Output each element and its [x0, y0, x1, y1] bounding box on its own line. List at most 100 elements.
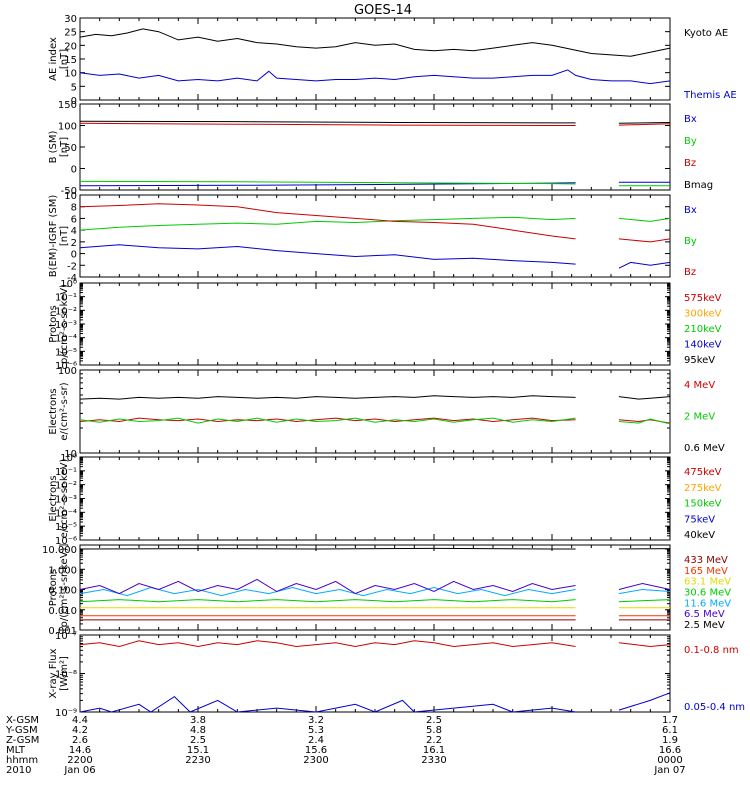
- panel-5: 10⁰ 10⁻¹ 10⁻² 10⁻³ 10⁻⁴ 10⁻⁵ 10⁻⁶ Electrons e/(c…: [48, 453, 722, 547]
- panel-frame: [79, 544, 671, 631]
- panel-frame: [79, 17, 671, 101]
- legend-entry: 150keV: [684, 499, 722, 510]
- series-line-5: [79, 578, 671, 595]
- series-line-2: [79, 122, 671, 126]
- x-row-value: 2.5: [426, 715, 442, 726]
- y-tick-label: 10⁻⁹: [55, 708, 77, 719]
- y-tick-label: 50: [64, 143, 77, 154]
- y-tick-label: 10.000: [42, 545, 77, 556]
- y-axis-label: AE index: [48, 37, 59, 81]
- panel-frame: [79, 282, 671, 366]
- legend-entry: 40keV: [684, 530, 715, 541]
- y-tick-label: 8: [71, 203, 77, 214]
- x-row-value: 3.8: [190, 715, 206, 726]
- y-axis-unit: [W/m²]: [59, 656, 70, 691]
- y-tick-label: 10⁻⁸: [55, 670, 77, 681]
- y-tick-label: 10⁻⁵: [55, 347, 77, 358]
- y-tick-label: 0: [71, 96, 77, 107]
- legend-entry: 75keV: [684, 514, 715, 525]
- y-tick-label: 10⁰: [60, 279, 77, 290]
- y-tick-label: 30: [64, 14, 77, 25]
- legend-entry: 30.6 MeV: [684, 588, 731, 599]
- x-row-value: 2200: [67, 755, 92, 766]
- y-tick-label: 10⁻⁷: [55, 631, 77, 642]
- legend-entry: 63.1 MeV: [684, 577, 731, 588]
- legend-entry: 95keV: [684, 355, 715, 366]
- x-row-label: 2010: [6, 765, 31, 776]
- y-tick-label: 10⁻²: [55, 306, 77, 317]
- legend-entry: Bz: [684, 267, 696, 278]
- series-line-6: [79, 547, 671, 550]
- x-row-label: Y-GSM: [5, 725, 38, 736]
- y-tick-label: 4: [71, 226, 77, 237]
- x-row-value: 15.1: [187, 745, 209, 756]
- y-axis-unit: e/(cm²-s-sr): [59, 382, 70, 440]
- y-axis-label: Electrons: [48, 388, 59, 434]
- legend-entry: 275keV: [684, 483, 722, 494]
- panel-7: 10⁻⁹ 10⁻⁸ 10⁻⁷ X-ray Flux [W/m²] 0.1-0.8 nm 0.…: [48, 631, 745, 719]
- series-line-1: [79, 180, 670, 187]
- panel-frame: [79, 456, 671, 541]
- legend-entry: 2 MeV: [684, 412, 715, 423]
- legend-entry: 4 MeV: [684, 380, 715, 391]
- legend-entry: Bx: [684, 114, 697, 125]
- y-tick-label: 15: [64, 55, 77, 66]
- series-line-2: [79, 395, 671, 400]
- x-row-value: 2.5: [190, 735, 206, 746]
- y-tick-label: 0.001: [48, 626, 77, 637]
- x-row-label: hhmm: [6, 755, 38, 766]
- y-tick-label: -4: [67, 273, 77, 284]
- x-row-value: Jan 06: [63, 765, 95, 776]
- legend-entry: 140keV: [684, 340, 722, 351]
- x-row-value: 14.6: [69, 745, 91, 756]
- y-tick-label: 10: [64, 449, 77, 460]
- y-tick-label: 0.100: [48, 586, 77, 597]
- panel-4: 10 100 Electrons e/(cm²-s-sr) 4 MeV 2 MeV 0.6 …: [48, 366, 725, 460]
- series-line-3: [79, 120, 671, 124]
- series-line-0: [79, 28, 671, 57]
- y-tick-label: 10⁰: [60, 453, 77, 464]
- legend-entry: Bx: [684, 205, 697, 216]
- x-row-value: 2330: [421, 755, 446, 766]
- x-row-label: X-GSM: [6, 715, 39, 726]
- y-tick-label: 0: [71, 250, 77, 261]
- series-line-1: [79, 417, 671, 425]
- y-axis-unit: e/(cm²-s-sr-keV): [59, 459, 70, 539]
- x-row-value: 3.2: [308, 715, 324, 726]
- series-line-1: [79, 692, 671, 713]
- panel-1: -50 0 50 100 150 B (SM) [nT] Bx By Bz Bmag: [48, 100, 713, 197]
- panel-6: 0.001 0.010 0.100 1.000 10.000 Protons [p/(cm²…: [42, 544, 731, 637]
- legend-entry: 0.6 MeV: [684, 443, 725, 454]
- x-row-value: 0000: [657, 755, 682, 766]
- y-tick-label: 10⁻⁴: [55, 334, 77, 345]
- y-axis-label: B (SM): [48, 130, 59, 163]
- y-axis-label: Protons: [48, 305, 59, 342]
- legend-entry: By: [684, 236, 697, 247]
- y-tick-label: 10⁻⁵: [55, 522, 77, 533]
- x-axis-table: X-GSM 4.4 3.8 3.2 2.5 1.7 Y-GSM 4.2 4.8 5.3 5.8 6.1…: [5, 715, 686, 776]
- series-line-3: [79, 599, 671, 603]
- panel-0: 0 5 10 15 20 25 30 AE index [nT] Kyoto AE Themis A…: [48, 14, 737, 107]
- y-tick-label: 25: [64, 28, 77, 39]
- panel-frame: [79, 103, 671, 191]
- y-axis-unit: [nT]: [59, 137, 70, 157]
- x-row-value: 2.2: [426, 735, 442, 746]
- y-axis-label: Protons: [48, 569, 59, 606]
- y-axis-unit: [p/(cm²-s-sr-keV)]: [59, 544, 70, 632]
- x-row-value: 6.1: [662, 725, 678, 736]
- y-tick-label: 10: [64, 191, 77, 202]
- x-row-label: MLT: [6, 745, 26, 756]
- x-row-value: 5.8: [426, 725, 442, 736]
- y-tick-label: 100: [58, 122, 77, 133]
- y-tick-label: 10⁻¹: [55, 293, 77, 304]
- y-tick-label: 5: [71, 82, 77, 93]
- x-row-value: 2230: [185, 755, 210, 766]
- y-tick-label: 0.010: [48, 606, 77, 617]
- legend-entry: Bmag: [684, 180, 713, 191]
- y-axis-label: B(EM)-IGRF (SM): [48, 195, 59, 278]
- y-tick-label: -50: [61, 186, 77, 197]
- series-line-0: [79, 244, 671, 269]
- panel-frame: [79, 194, 671, 278]
- legend-entry: 11.6 MeV: [684, 598, 731, 609]
